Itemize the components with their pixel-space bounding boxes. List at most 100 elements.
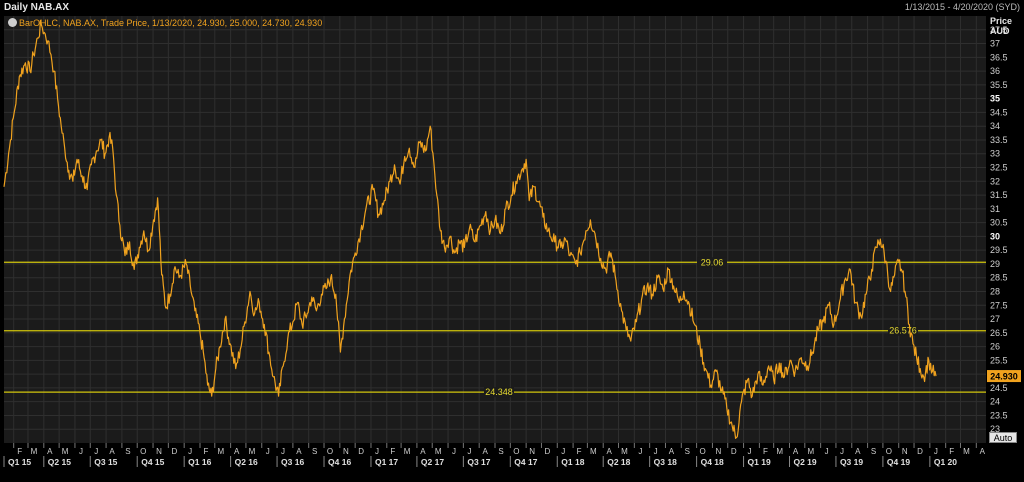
y-tick-label: 23.5 (990, 410, 1008, 420)
quarter-label: Q4 18 (701, 457, 724, 467)
month-label: M (963, 447, 970, 456)
y-tick-label: 24 (990, 397, 1000, 407)
title-bar: Daily NAB.AX 1/13/2015 - 4/20/2020 (SYD) (0, 0, 1024, 16)
month-label: A (483, 447, 489, 456)
quarter-label: Q2 15 (48, 457, 71, 467)
month-label: J (561, 447, 565, 456)
quarter-label: Q1 15 (8, 457, 31, 467)
x-axis-panel (0, 443, 1024, 482)
y-tick-label: 35 (990, 94, 1000, 104)
month-label: M (590, 447, 597, 456)
y-axis-unit: AUD (990, 26, 1010, 36)
month-label: A (47, 447, 53, 456)
last-price-badge (987, 370, 1021, 383)
month-label: A (420, 447, 426, 456)
last-price-label: 24.930 (990, 372, 1018, 382)
month-label: J (934, 447, 938, 456)
month-label: J (825, 447, 829, 456)
y-tick-label: 30 (990, 231, 1000, 241)
month-label: N (343, 447, 349, 456)
y-tick-label: 27.5 (990, 300, 1008, 310)
y-tick-label: 26.5 (990, 328, 1008, 338)
month-label: M (807, 447, 814, 456)
month-label: F (204, 447, 209, 456)
quarter-label: Q3 15 (94, 457, 117, 467)
y-tick-label: 31.5 (990, 190, 1008, 200)
month-label: J (452, 447, 456, 456)
y-tick-label: 28 (990, 286, 1000, 296)
month-label: M (217, 447, 224, 456)
level-label: 26.576 (889, 326, 917, 336)
month-label: J (188, 447, 192, 456)
month-label: O (886, 447, 892, 456)
y-tick-label: 37.5 (990, 25, 1008, 35)
month-label: J (654, 447, 658, 456)
quarter-label: Q2 17 (421, 457, 444, 467)
y-tick-label: 34 (990, 121, 1000, 131)
quarter-label: Q3 19 (840, 457, 863, 467)
series-settings-icon[interactable] (8, 18, 17, 27)
month-label: F (390, 447, 395, 456)
month-label: J (638, 447, 642, 456)
month-label: S (312, 447, 317, 456)
auto-scale-button[interactable]: Auto (989, 432, 1017, 443)
quarter-label: Q4 16 (328, 457, 351, 467)
month-label: N (529, 447, 535, 456)
month-label: A (669, 447, 675, 456)
y-tick-label: 36.5 (990, 52, 1008, 62)
quarter-label: Q1 17 (375, 457, 398, 467)
price-series-line (3, 19, 937, 439)
y-tick-label: 36 (990, 66, 1000, 76)
y-tick-label: 27 (990, 314, 1000, 324)
y-tick-label: 28.5 (990, 273, 1008, 283)
y-tick-label: 25.5 (990, 355, 1008, 365)
quarter-label: Q1 20 (934, 457, 957, 467)
quarter-label: Q1 16 (188, 457, 211, 467)
month-label: J (94, 447, 98, 456)
month-label: J (840, 447, 844, 456)
y-tick-label: 29.5 (990, 245, 1008, 255)
level-label: 29.06 (701, 257, 724, 267)
y-tick-label: 29 (990, 259, 1000, 269)
month-label: J (79, 447, 83, 456)
date-range: 1/13/2015 - 4/20/2020 (SYD) (904, 2, 1020, 12)
quarter-label: Q2 18 (607, 457, 630, 467)
quarter-label: Q2 16 (235, 457, 258, 467)
month-label: M (621, 447, 628, 456)
month-label: J (281, 447, 285, 456)
y-tick-label: 30.5 (990, 218, 1008, 228)
month-label: O (140, 447, 146, 456)
month-label: A (296, 447, 302, 456)
month-label: D (171, 447, 177, 456)
y-tick-label: 33 (990, 149, 1000, 159)
month-label: J (266, 447, 270, 456)
quarter-label: Q2 19 (793, 457, 816, 467)
month-label: F (17, 447, 22, 456)
month-label: M (435, 447, 442, 456)
month-label: D (358, 447, 364, 456)
level-label-bg (888, 325, 918, 336)
month-label: A (234, 447, 240, 456)
month-label: J (467, 447, 471, 456)
month-label: A (607, 447, 613, 456)
month-label: J (375, 447, 379, 456)
y-tick-label: 32.5 (990, 163, 1008, 173)
month-label: M (31, 447, 38, 456)
month-label: J (748, 447, 752, 456)
y-tick-label: 24.5 (990, 383, 1008, 393)
chart-legend[interactable]: BarOHLC, NAB.AX, Trade Price, 1/13/2020,… (8, 18, 322, 28)
y-tick-label: 34.5 (990, 107, 1008, 117)
month-label: A (109, 447, 115, 456)
month-label: S (871, 447, 876, 456)
month-label: F (577, 447, 582, 456)
y-tick-label: 33.5 (990, 135, 1008, 145)
quarter-label: Q3 18 (654, 457, 677, 467)
month-label: O (513, 447, 519, 456)
quarter-label: Q3 16 (281, 457, 304, 467)
month-label: M (776, 447, 783, 456)
month-label: A (980, 447, 986, 456)
level-label-bg (484, 387, 514, 398)
quarter-label: Q1 19 (748, 457, 771, 467)
y-tick-label: 32 (990, 176, 1000, 186)
